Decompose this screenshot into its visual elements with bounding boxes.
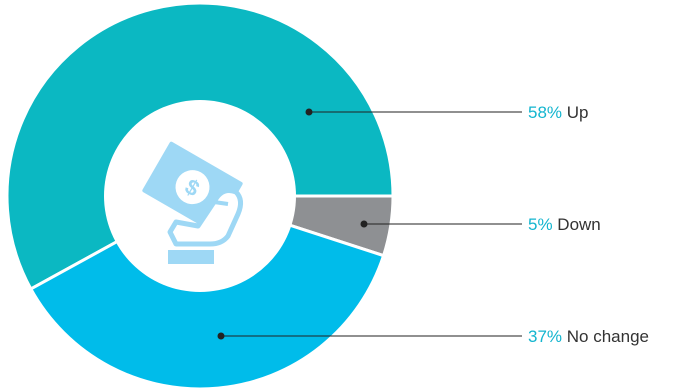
money-hand-icon: $ bbox=[142, 141, 244, 264]
slice-labels: 58% Up 5% Down 37% No change bbox=[217, 103, 649, 346]
slice-label-no-change: 37% No change bbox=[528, 327, 649, 346]
leader-dot-down bbox=[360, 220, 368, 228]
slice-name: Down bbox=[553, 215, 601, 234]
slice-label-up: 58% Up bbox=[528, 103, 589, 122]
slice-name: Up bbox=[562, 103, 588, 122]
slice-name: No change bbox=[562, 327, 649, 346]
slice-percent: 58% bbox=[528, 103, 562, 122]
slice-percent: 37% bbox=[528, 327, 562, 346]
leader-dot-no-change bbox=[217, 332, 225, 340]
slice-label-down: 5% Down bbox=[528, 215, 601, 234]
slice-percent: 5% bbox=[528, 215, 553, 234]
leader-dot-up bbox=[305, 108, 313, 116]
